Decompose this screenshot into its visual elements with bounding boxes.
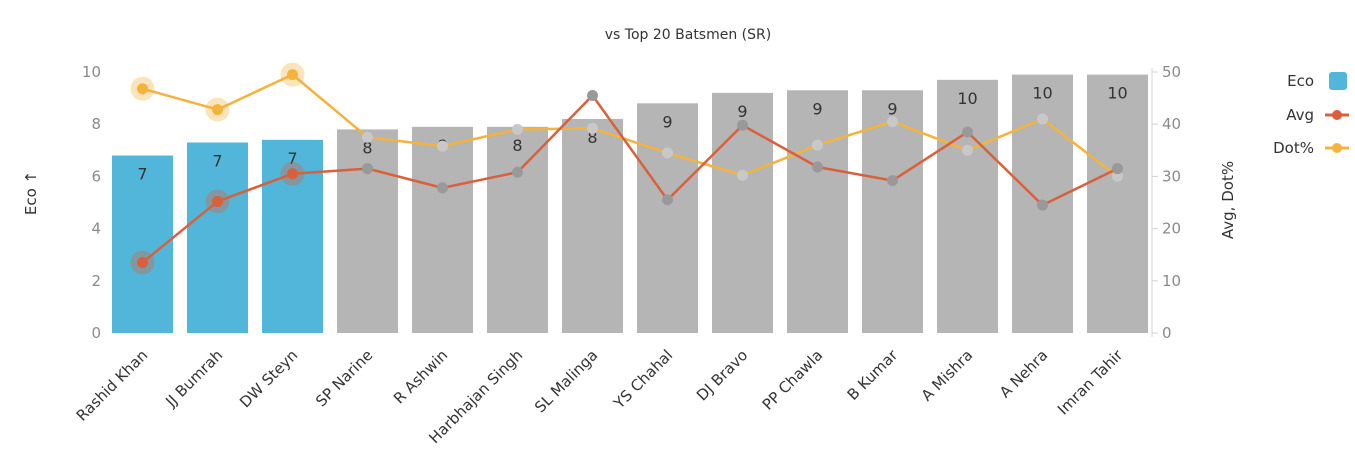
right-tick-label: 50 <box>1162 63 1181 81</box>
bar-value-label: 8 <box>587 128 597 147</box>
category-label: A Nehra <box>996 346 1051 401</box>
bar <box>637 103 698 333</box>
category-label: SP Narine <box>312 346 376 410</box>
bar <box>712 92 773 333</box>
category-label: DJ Bravo <box>693 346 751 404</box>
left-tick-label: 4 <box>91 220 101 238</box>
point <box>287 69 298 81</box>
point <box>212 195 223 207</box>
bar-series: 77788889999101010 <box>112 74 1148 334</box>
bar <box>112 155 173 333</box>
point <box>1037 199 1048 211</box>
right-tick-label: 40 <box>1162 115 1181 133</box>
category-label: PP Chawla <box>759 346 827 414</box>
point <box>737 169 748 181</box>
point <box>887 175 898 187</box>
category-label: Rashid Khan <box>73 346 152 425</box>
category-label: R Ashwin <box>390 346 451 407</box>
point <box>362 131 373 143</box>
point <box>887 116 898 128</box>
point <box>137 257 148 269</box>
legend-label: Dot% <box>1273 139 1314 157</box>
chart-title: vs Top 20 Batsmen (SR) <box>605 27 771 43</box>
category-label: DW Steyn <box>236 346 301 411</box>
point <box>137 83 148 95</box>
bar <box>412 126 473 333</box>
legend-label: Avg <box>1286 106 1314 124</box>
category-label: JJ Bumrah <box>161 346 226 411</box>
category-label: YS Chahal <box>610 346 677 413</box>
point <box>662 194 673 206</box>
point <box>812 161 823 173</box>
category-label: A Mishra <box>918 346 977 405</box>
bar-value-label: 9 <box>887 99 897 118</box>
bar-value-label: 9 <box>737 102 747 121</box>
point <box>287 168 298 180</box>
line-path <box>141 94 1119 264</box>
bar <box>862 90 923 334</box>
point <box>362 163 373 175</box>
category-label: SL Malinga <box>531 346 601 416</box>
legend-label: Eco <box>1287 72 1314 90</box>
left-axis-label: Eco ↑ <box>22 171 40 215</box>
bar-value-label: 9 <box>812 99 822 118</box>
point <box>812 139 823 151</box>
point <box>512 166 523 178</box>
left-tick-label: 0 <box>91 324 101 342</box>
bar-value-label: 7 <box>137 165 147 184</box>
legend[interactable]: Eco Avg Dot% <box>1273 72 1349 157</box>
legend-marker <box>1332 143 1342 153</box>
point <box>962 126 973 138</box>
right-tick-label: 30 <box>1162 167 1181 185</box>
point <box>962 144 973 156</box>
point <box>587 89 598 101</box>
right-tick-label: 0 <box>1162 324 1172 342</box>
bar-value-label: 10 <box>1107 84 1127 103</box>
category-label: B Kumar <box>844 346 902 404</box>
line-series <box>130 62 1123 275</box>
line-path <box>142 73 1119 178</box>
legend-swatch <box>1329 72 1347 90</box>
point <box>737 119 748 131</box>
point <box>1037 113 1048 125</box>
bar <box>187 142 248 333</box>
left-tick-label: 6 <box>91 167 101 185</box>
left-tick-label: 2 <box>91 272 101 290</box>
point <box>1112 170 1123 182</box>
point <box>437 182 448 194</box>
bar-value-label: 10 <box>1032 84 1052 103</box>
bar <box>787 90 848 334</box>
point <box>1112 163 1123 175</box>
bar <box>562 118 623 333</box>
point <box>587 122 598 134</box>
right-axis-label: Avg, Dot% <box>1219 161 1237 239</box>
point <box>512 123 523 135</box>
right-tick-label: 20 <box>1162 220 1181 238</box>
point <box>437 140 448 152</box>
bar-value-label: 8 <box>512 136 522 155</box>
bar-value-label: 9 <box>662 112 672 131</box>
bar-value-label: 7 <box>212 151 222 170</box>
left-tick-label: 8 <box>91 115 101 133</box>
left-tick-label: 10 <box>82 63 101 81</box>
legend-marker <box>1332 110 1342 120</box>
bar <box>487 126 548 333</box>
bar <box>1087 74 1148 334</box>
bar-value-label: 7 <box>287 149 297 168</box>
category-label: Imran Tahir <box>1054 346 1127 419</box>
bar <box>337 129 398 333</box>
right-tick-label: 10 <box>1162 272 1181 290</box>
bar-value-label: 8 <box>362 138 372 157</box>
point <box>662 147 673 159</box>
point <box>212 104 223 116</box>
bar <box>937 79 998 333</box>
bar-value-label: 10 <box>957 89 977 108</box>
